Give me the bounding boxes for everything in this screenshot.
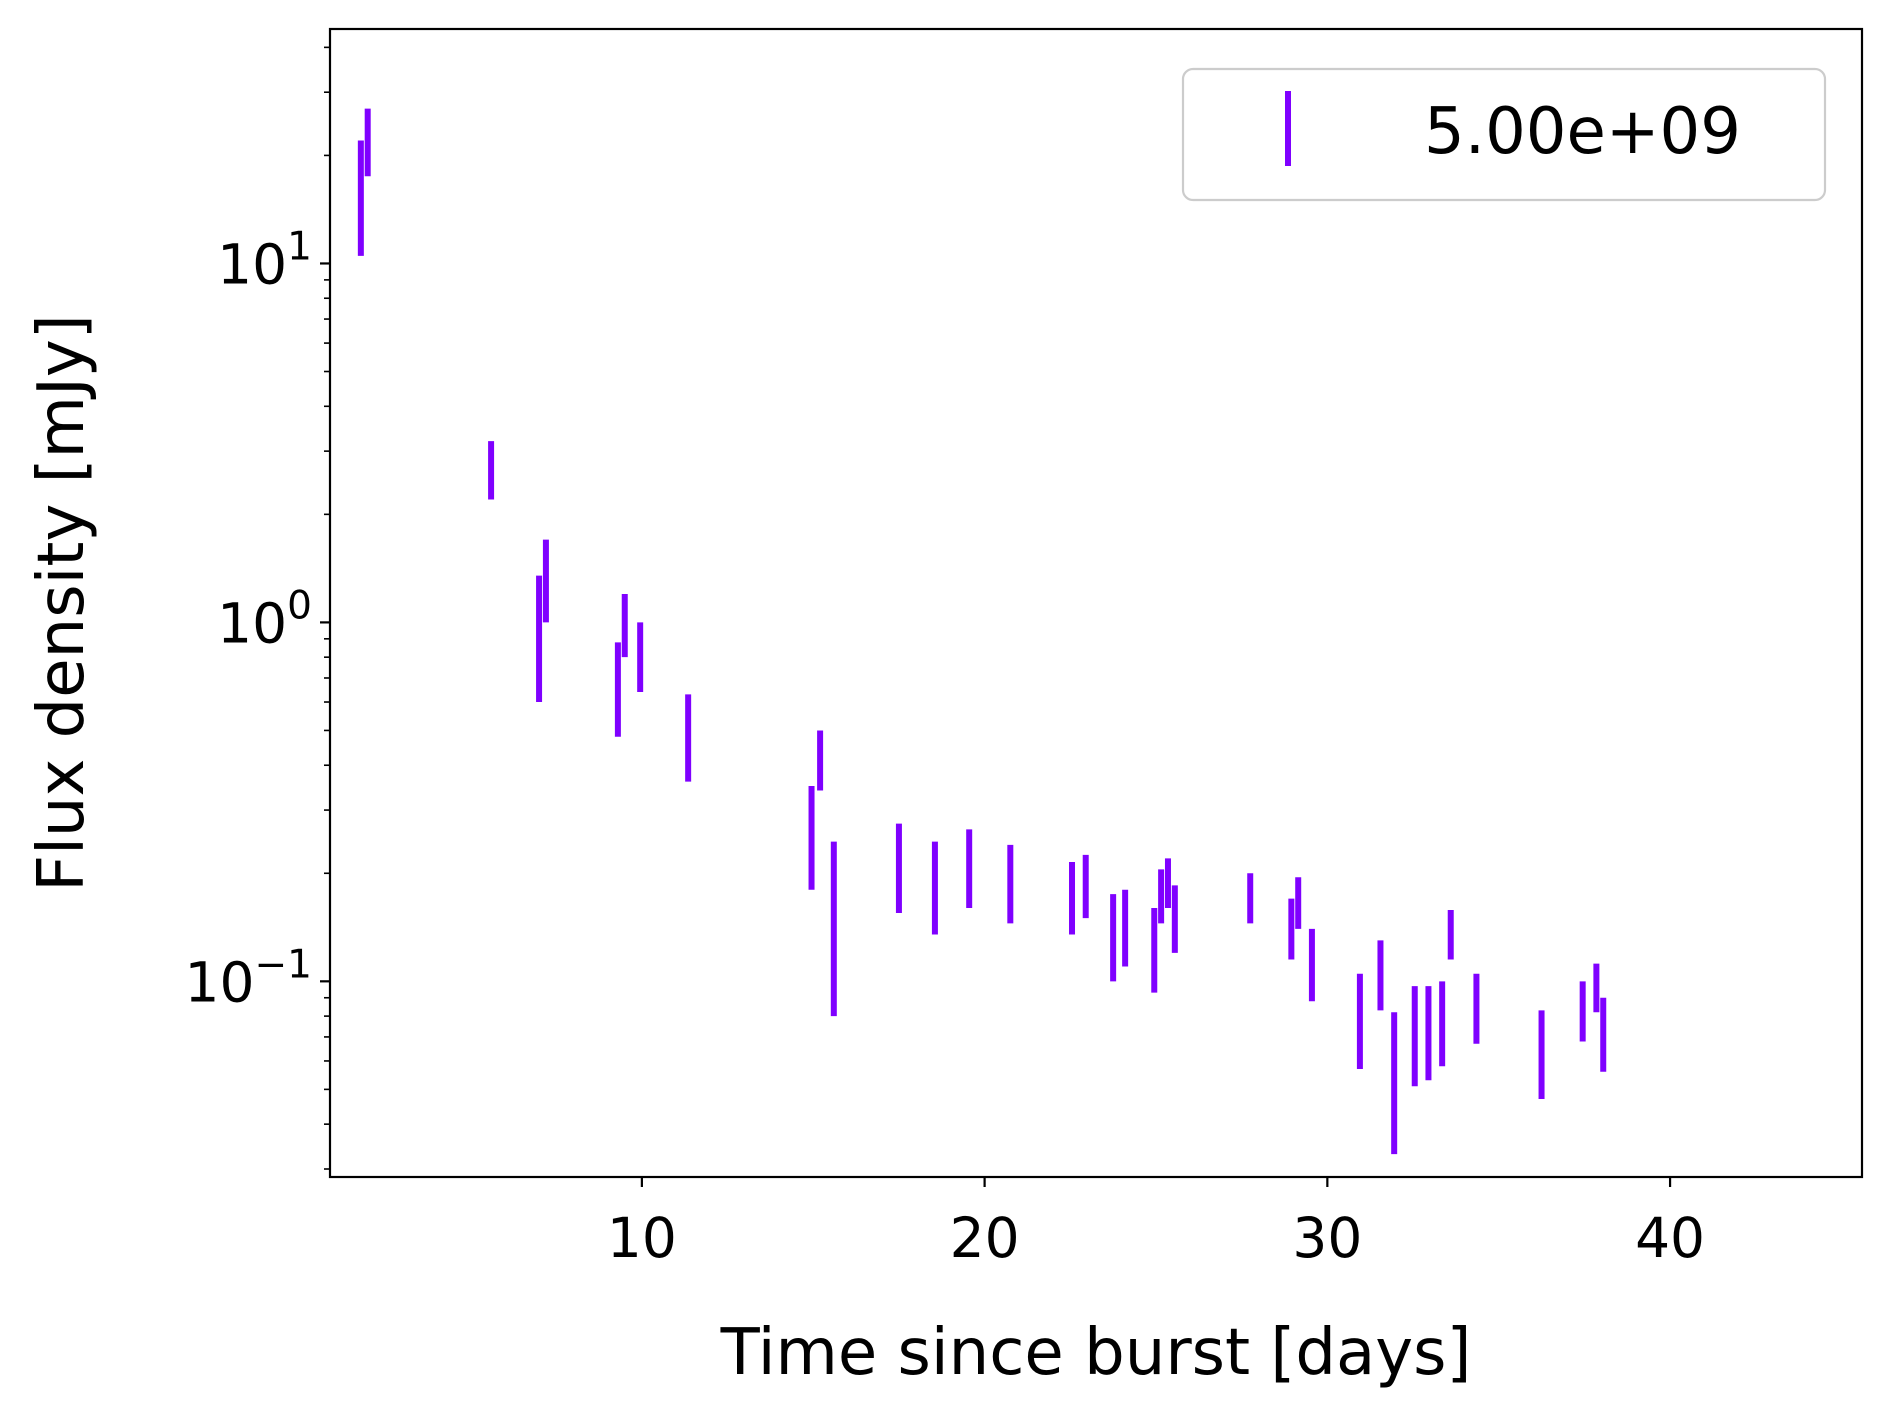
- x-tick-label: 30: [1292, 1206, 1362, 1270]
- y-tick-label: 100: [217, 583, 312, 655]
- legend: 5.00e+09: [1181, 67, 1827, 202]
- y-tick-label: 101: [217, 224, 312, 296]
- x-axis-title: Time since burst [days]: [720, 1316, 1472, 1390]
- x-tick-label: 10: [607, 1206, 677, 1270]
- x-axis: 10 20 30 40: [607, 1177, 1705, 1270]
- y-tick-label: 10−1: [185, 942, 313, 1014]
- x-tick-label: 40: [1635, 1206, 1705, 1270]
- legend-frame: [1181, 67, 1827, 202]
- y-axis: 10−1 100 101: [185, 46, 330, 1170]
- series-0: [357, 108, 1607, 1155]
- series-layer: [357, 108, 1607, 1155]
- x-tick-label: 20: [950, 1206, 1020, 1270]
- plot-frame: [328, 27, 1864, 1179]
- y-axis-title: Flux density [mJy]: [25, 314, 99, 891]
- legend-label: 5.00e+09: [1424, 95, 1741, 169]
